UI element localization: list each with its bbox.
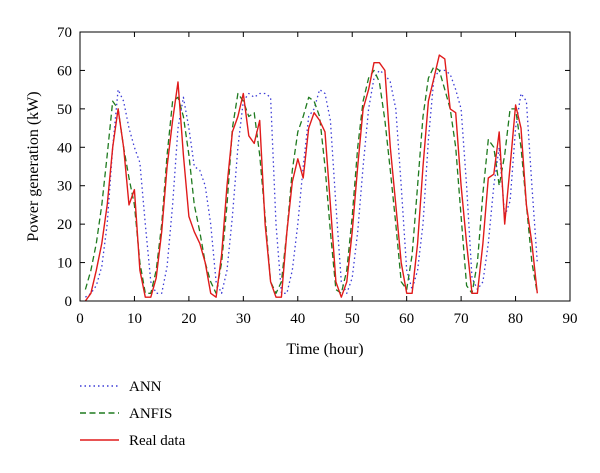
y-tick-label: 60 <box>57 63 72 79</box>
series-line-anfis <box>84 65 538 294</box>
y-axis-label: Power generation (kW) <box>25 91 42 241</box>
x-tick-label: 20 <box>181 311 196 327</box>
y-tick-label: 50 <box>57 102 72 118</box>
x-tick-label: 70 <box>454 311 469 327</box>
x-tick-label: 30 <box>236 311 251 327</box>
x-tick-label: 50 <box>345 311 360 327</box>
legend-label: ANFIS <box>129 406 172 422</box>
series-line-real-data <box>84 54 538 302</box>
x-tick-label: 0 <box>76 311 84 327</box>
series-line-ann <box>85 69 538 298</box>
x-tick-label: 60 <box>399 311 414 327</box>
legend-label: Real data <box>129 433 186 449</box>
x-axis-ticks: 0 10 20 30 40 50 60 70 80 90 <box>76 32 578 327</box>
y-tick-label: 0 <box>65 294 73 310</box>
y-tick-label: 30 <box>57 179 72 195</box>
x-tick-label: 90 <box>563 311 578 327</box>
legend: ANN ANFIS Real data <box>80 379 186 449</box>
legend-label: ANN <box>129 379 162 395</box>
y-tick-label: 40 <box>57 140 72 156</box>
x-tick-label: 40 <box>290 311 305 327</box>
y-tick-label: 10 <box>57 256 72 272</box>
y-tick-label: 70 <box>57 25 72 41</box>
x-tick-label: 10 <box>127 311 142 327</box>
plot-area-frame <box>79 31 571 302</box>
x-tick-label: 80 <box>508 311 523 327</box>
y-axis-ticks: 0 10 20 30 40 50 60 70 <box>57 25 570 310</box>
y-tick-label: 20 <box>57 217 72 233</box>
series-layer <box>84 54 538 302</box>
x-axis-label: Time (hour) <box>286 341 363 358</box>
